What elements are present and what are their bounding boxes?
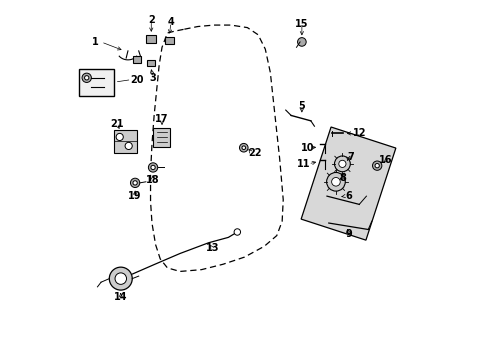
Circle shape	[372, 161, 381, 170]
Bar	[153, 128, 170, 147]
Text: 3: 3	[149, 73, 156, 83]
Text: 20: 20	[130, 75, 143, 85]
Circle shape	[82, 73, 91, 82]
Polygon shape	[301, 127, 395, 240]
Circle shape	[331, 177, 340, 186]
Text: 9: 9	[345, 229, 351, 239]
Circle shape	[148, 163, 158, 172]
Text: 8: 8	[339, 173, 346, 183]
Circle shape	[326, 172, 345, 191]
Bar	[133, 56, 141, 63]
Bar	[164, 37, 174, 44]
Text: 1: 1	[92, 37, 99, 47]
Text: 17: 17	[155, 114, 168, 124]
Text: 18: 18	[146, 175, 160, 185]
Text: 16: 16	[379, 155, 392, 165]
Circle shape	[125, 142, 132, 149]
Text: 10: 10	[300, 143, 313, 153]
Text: 21: 21	[110, 120, 123, 129]
Circle shape	[133, 181, 137, 185]
Circle shape	[239, 143, 247, 152]
Circle shape	[116, 134, 123, 140]
Text: 19: 19	[128, 191, 142, 201]
Text: 6: 6	[345, 191, 351, 201]
Circle shape	[338, 160, 346, 167]
Text: 11: 11	[296, 159, 310, 169]
Circle shape	[374, 163, 379, 168]
Text: 12: 12	[352, 129, 365, 138]
Bar	[145, 35, 156, 42]
Text: 22: 22	[248, 148, 262, 158]
Text: 15: 15	[295, 19, 308, 29]
Bar	[79, 69, 114, 96]
Text: 5: 5	[298, 102, 305, 112]
Circle shape	[130, 178, 140, 188]
Circle shape	[151, 165, 155, 170]
Circle shape	[297, 38, 305, 46]
Text: 7: 7	[346, 152, 353, 162]
Text: 4: 4	[167, 17, 174, 27]
Text: 2: 2	[147, 15, 154, 26]
Bar	[113, 130, 137, 153]
Circle shape	[242, 146, 245, 149]
Circle shape	[109, 267, 132, 290]
Bar	[147, 60, 155, 66]
Text: 13: 13	[205, 243, 219, 253]
Circle shape	[234, 229, 240, 235]
Circle shape	[115, 273, 126, 284]
Text: 14: 14	[114, 292, 127, 302]
Circle shape	[84, 76, 89, 80]
Circle shape	[334, 156, 349, 172]
